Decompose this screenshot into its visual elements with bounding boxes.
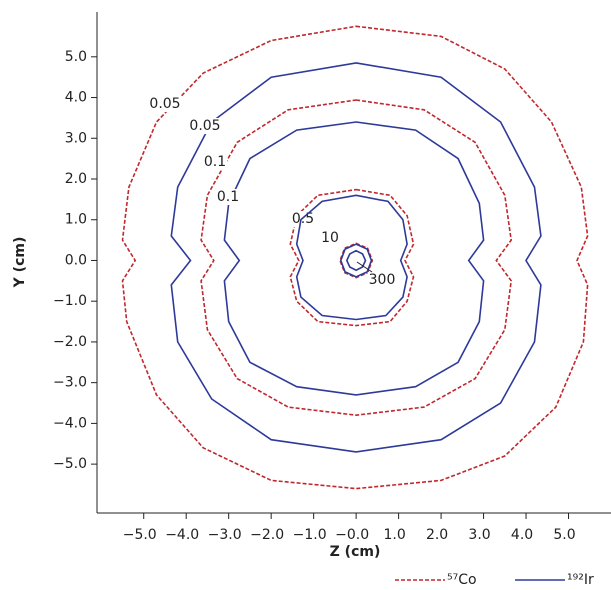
contour-label-bg [290, 211, 316, 227]
x-tick-label: 5.0 [553, 527, 575, 543]
x-axis-label: Z (cm) [330, 544, 381, 560]
x-tick-label: 2.0 [426, 527, 448, 543]
contour-label: 300 [369, 272, 396, 288]
contour-line [295, 194, 408, 321]
y-tick-label: −5.0 [53, 456, 87, 472]
contour-label-bg [148, 96, 182, 112]
contour-line [200, 99, 513, 417]
y-tick-label: 1.0 [65, 212, 87, 228]
contour-label-bg [202, 154, 228, 170]
legend-label: ⁵⁷Co [447, 572, 477, 588]
contour-label: 10 [321, 230, 339, 246]
contour-label-bg [320, 230, 340, 246]
y-tick-label: 2.0 [65, 171, 87, 187]
x-tick-label: −4.0 [165, 527, 199, 543]
contour-line [339, 243, 373, 278]
contour-line [345, 249, 367, 272]
y-tick-label: 3.0 [65, 130, 87, 146]
y-tick-label: 4.0 [65, 90, 87, 106]
x-tick-label: −0.0 [335, 527, 369, 543]
contour-label: 0.1 [204, 154, 226, 170]
contour-line [170, 62, 542, 453]
y-tick-label: −1.0 [53, 293, 87, 309]
y-tick-label: −2.0 [53, 334, 87, 350]
contour-line [289, 188, 415, 327]
x-tick-label: 4.0 [511, 527, 533, 543]
y-axis-label: Y (cm) [12, 237, 28, 289]
x-tick-label: 1.0 [383, 527, 405, 543]
y-tick-label: 0.0 [65, 252, 87, 268]
x-tick-label: −1.0 [293, 527, 327, 543]
contour-line [121, 25, 589, 490]
y-tick-label: −4.0 [53, 415, 87, 431]
contour-label-bg [215, 189, 241, 205]
contour-line [223, 121, 485, 396]
x-tick-label: 3.0 [468, 527, 490, 543]
contour-label: 0.1 [217, 189, 239, 205]
leader-line [356, 261, 373, 273]
legend-label: ¹⁹²Ir [567, 572, 594, 588]
contour-label: 0.05 [189, 118, 220, 134]
contour-label: 0.5 [292, 211, 314, 227]
x-tick-label: −3.0 [208, 527, 242, 543]
contour-label: 0.05 [149, 96, 180, 112]
contour-label-bg [367, 272, 397, 288]
x-tick-label: −5.0 [123, 527, 157, 543]
x-tick-label: −2.0 [250, 527, 284, 543]
contour-label-bg [188, 118, 222, 134]
y-tick-label: 5.0 [65, 49, 87, 65]
y-tick-label: −3.0 [53, 375, 87, 391]
